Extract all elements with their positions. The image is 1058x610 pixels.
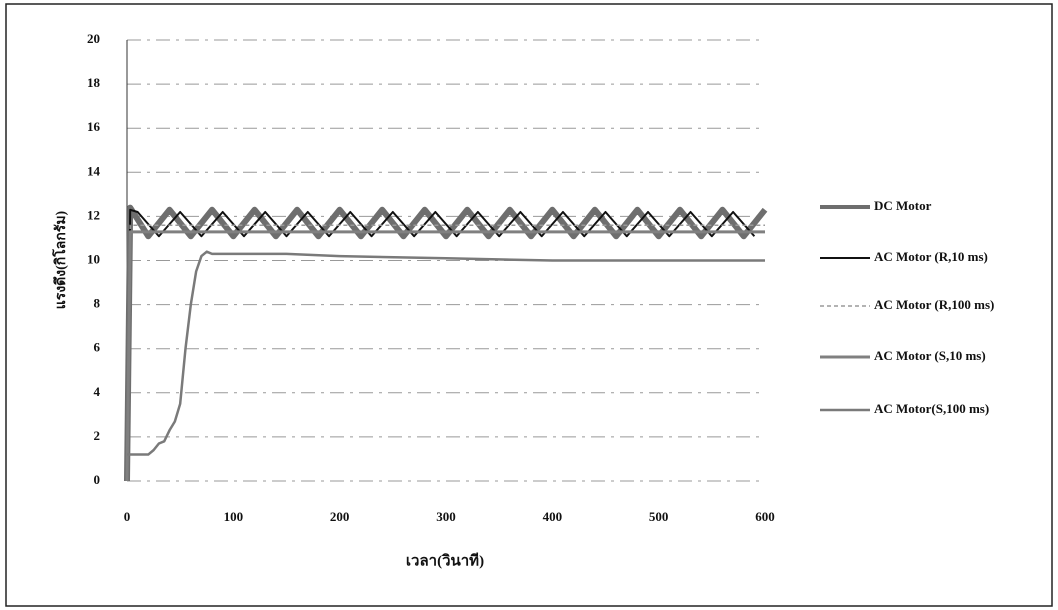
y-tick-label: 6 [94,340,101,355]
legend-label: AC Motor (R,10 ms) [874,249,988,264]
y-tick-label: 8 [94,296,101,311]
x-tick-label: 0 [124,509,131,524]
series-line [127,232,765,481]
chart: เวลา(วินาที) แรงดึง(กิโลกรัม) 0 2 4 6 8 10 12 1… [0,0,1058,610]
y-tick-label: 12 [87,207,100,222]
x-tick-label: 500 [649,509,669,524]
y-tick-label: 18 [87,75,101,90]
x-tick-label: 600 [755,509,775,524]
series-line [127,225,765,481]
series-line [127,252,765,455]
y-tick-label: 4 [94,384,101,399]
y-tick-label: 10 [87,251,100,266]
x-axis-title: เวลา(วินาที) [406,551,484,569]
y-tick-label: 2 [94,428,101,443]
legend-label: AC Motor (S,10 ms) [874,348,986,363]
x-tick-label: 300 [436,509,456,524]
series-line [127,210,754,481]
x-tick-label: 100 [224,509,244,524]
legend-label: DC Motor [874,198,932,213]
legend-label: AC Motor (R,100 ms) [874,297,994,312]
y-tick-label: 20 [87,31,100,46]
y-tick-label: 16 [87,119,101,134]
page: {"chart_data": {"type": "line", "x_label… [0,0,1058,610]
legend-label: AC Motor(S,100 ms) [874,401,989,416]
y-tick-label: 0 [94,472,101,487]
y-tick-label: 14 [87,163,101,178]
x-tick-label: 200 [330,509,350,524]
series-line [127,208,765,481]
x-tick-label: 400 [543,509,563,524]
y-axis-title: แรงดึง(กิโลกรัม) [51,210,69,309]
